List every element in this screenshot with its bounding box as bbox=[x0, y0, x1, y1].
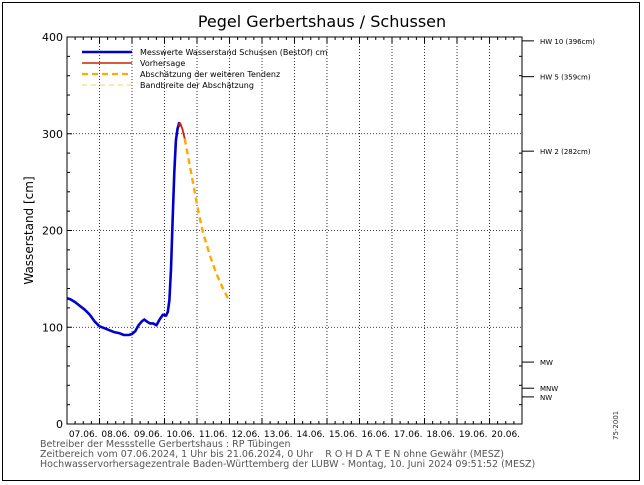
series-line-2 bbox=[177, 122, 186, 139]
x-tick-label: 15.06. bbox=[329, 430, 358, 440]
chart-frame bbox=[2, 2, 640, 481]
legend-label-2: Vorhersage bbox=[140, 59, 185, 68]
x-tick-label: 07.06. bbox=[69, 430, 98, 440]
threshold-label: HW 2 (282cm) bbox=[540, 148, 591, 156]
y-tick-label: 0 bbox=[56, 418, 63, 431]
footer-operator: Betreiber der Messstelle Gerbertshaus : … bbox=[40, 439, 291, 450]
x-tick-label: 18.06. bbox=[426, 430, 455, 440]
series-line-1 bbox=[66, 121, 182, 337]
plot-area bbox=[66, 36, 523, 425]
x-tick-label: 19.06. bbox=[459, 430, 488, 440]
x-tick-label: 10.06. bbox=[166, 430, 195, 440]
threshold-label: MW bbox=[540, 359, 553, 367]
footer-source: Hochwasservorhersagezentrale Baden-Württ… bbox=[40, 459, 536, 470]
y-tick-label: 400 bbox=[42, 31, 63, 44]
y-tick-label: 100 bbox=[42, 321, 63, 334]
series-line-3 bbox=[183, 138, 229, 299]
y-tick-label: 200 bbox=[42, 225, 63, 238]
footer-timerange: Zeitbereich vom 07.06.2024, 1 Uhr bis 21… bbox=[40, 449, 504, 460]
y-tick-label: 300 bbox=[42, 128, 63, 141]
legend-label-4: Bandbreite der Abschätzung bbox=[140, 81, 254, 90]
threshold-label: HW 5 (359cm) bbox=[540, 74, 591, 82]
side-code: 75-2001 bbox=[612, 410, 620, 440]
x-tick-label: 13.06. bbox=[264, 430, 293, 440]
x-tick-label: 11.06. bbox=[199, 430, 228, 440]
x-tick-label: 14.06. bbox=[296, 430, 325, 440]
x-tick-label: 08.06. bbox=[101, 430, 130, 440]
legend-label-3: Abschätzung der weiteren Tendenz bbox=[140, 70, 280, 79]
x-tick-label: 20.06. bbox=[491, 430, 520, 440]
y-axis-label: Wasserstand [cm] bbox=[22, 176, 36, 284]
threshold-label: NW bbox=[540, 394, 552, 402]
x-tick-label: 12.06. bbox=[231, 430, 260, 440]
threshold-label: MNW bbox=[540, 385, 558, 393]
x-tick-label: 09.06. bbox=[134, 430, 163, 440]
x-tick-label: 17.06. bbox=[394, 430, 423, 440]
x-tick-label: 16.06. bbox=[361, 430, 390, 440]
chart-title: Pegel Gerbertshaus / Schussen bbox=[198, 12, 446, 31]
legend-label-1: Messwerte Wasserstand Schussen (BestOf) … bbox=[140, 48, 328, 57]
threshold-label: HW 10 (396cm) bbox=[540, 38, 595, 46]
